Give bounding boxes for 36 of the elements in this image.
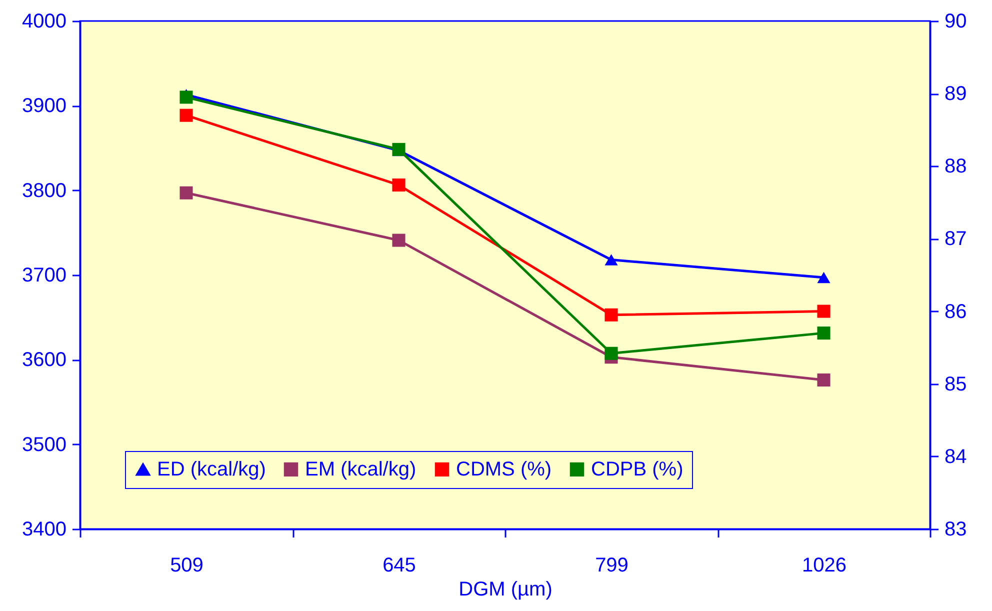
y-tick-label: 4000 xyxy=(22,10,66,32)
legend-label: EM (kcal/kg) xyxy=(305,458,416,480)
point xyxy=(817,373,830,387)
y-tick-label: 3800 xyxy=(22,180,66,202)
legend-label: CDPB (%) xyxy=(591,458,684,480)
x-tick-label: 1026 xyxy=(802,554,846,576)
y-tick-label: 3400 xyxy=(22,518,66,540)
y2-tick-label: 90 xyxy=(944,10,967,32)
y2-tick-label: 87 xyxy=(944,228,967,250)
y2-tick-label: 85 xyxy=(944,373,967,396)
x-tick-label: 645 xyxy=(382,554,416,576)
point xyxy=(817,304,830,318)
y2-tick-label: 88 xyxy=(944,156,967,178)
legend-label: ED (kcal/kg) xyxy=(157,458,266,480)
x-axis-title: DGM (µm) xyxy=(458,578,552,600)
y2-tick-label: 86 xyxy=(944,300,967,323)
x-tick-label: 799 xyxy=(595,554,628,576)
y-tick-label: 3900 xyxy=(22,95,66,118)
point xyxy=(180,186,193,200)
y-tick-label: 3500 xyxy=(22,434,66,456)
y2-tick-label: 84 xyxy=(944,446,967,468)
point xyxy=(392,234,406,247)
point xyxy=(604,254,618,266)
point xyxy=(817,326,830,340)
legend-label: CDMS (%) xyxy=(456,458,552,480)
y-tick-label: 3600 xyxy=(22,349,66,372)
y2-tick-label: 89 xyxy=(944,83,967,106)
point xyxy=(817,272,830,284)
y-tick-label: 3700 xyxy=(22,264,66,286)
x-tick-label: 509 xyxy=(170,554,204,576)
point xyxy=(604,308,618,322)
point xyxy=(180,90,193,104)
point xyxy=(180,108,193,122)
point xyxy=(392,178,406,192)
point xyxy=(604,346,618,360)
y2-tick-label: 83 xyxy=(944,518,967,540)
